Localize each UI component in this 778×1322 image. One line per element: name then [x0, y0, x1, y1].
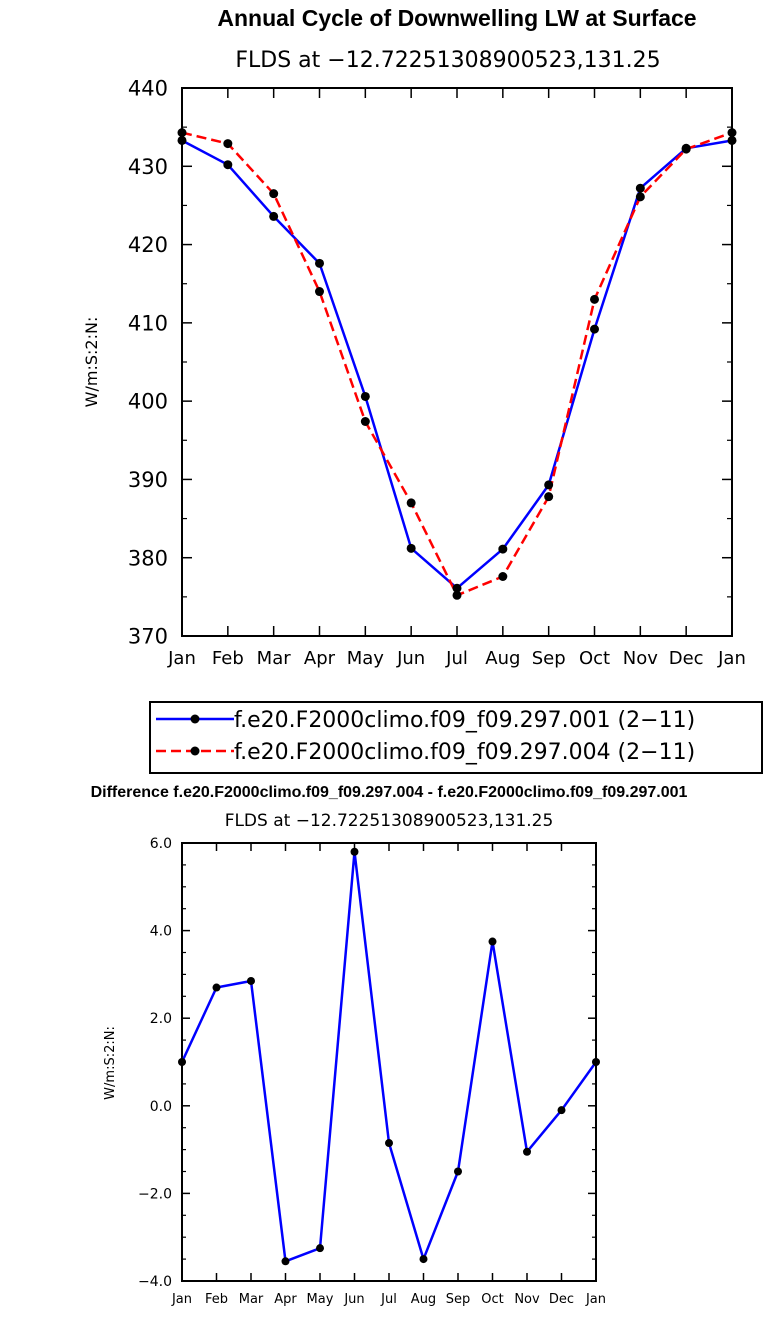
chart1-subtitle: FLDS at −12.72251308900523,131.25: [235, 48, 660, 73]
chart1-series2-point: [635, 192, 645, 202]
chart1-series1-point: [727, 135, 737, 145]
chart1-series2-point: [406, 498, 416, 508]
chart1-series2-point: [498, 572, 508, 582]
chart1-series2-line: [181, 131, 733, 597]
chart2-xtick-label: Mar: [239, 1292, 264, 1307]
chart2-xtick-label: May: [307, 1292, 334, 1307]
chart2-series1-point: [316, 1244, 324, 1253]
chart2-subtitle: FLDS at −12.72251308900523,131.25: [225, 811, 554, 831]
chart1-xtick-label: Sep: [532, 648, 566, 669]
chart1-ytick-label: 420: [128, 233, 168, 257]
chart1-series1-point: [177, 135, 187, 145]
chart1-xtick-label: Nov: [623, 648, 658, 669]
chart2-xtick-label: Jul: [380, 1292, 397, 1307]
chart1-series1-point: [544, 480, 554, 490]
chart2-series1-point: [592, 1058, 600, 1066]
chart1-xtick-label: Jan: [717, 648, 746, 669]
chart1-ytick-label: 400: [128, 390, 168, 414]
chart1-xtick-label: Jul: [445, 648, 468, 669]
chart2-plot: Jan Feb Mar Apr May Jun Jul Aug Sep Oct Nov Dec Jan −…: [138, 836, 606, 1307]
chart1-series1-point: [406, 543, 416, 553]
chart1-series2-point: [544, 492, 554, 502]
legend-label-series2: f.e20.F2000climo.f09_f09.297.004 (2−11): [234, 740, 695, 765]
chart2-series1-point: [557, 1106, 566, 1115]
chart1-ytick-label: 370: [128, 625, 168, 649]
chart1-ytick-label: 380: [128, 546, 168, 570]
chart2-series1-line: [180, 850, 598, 1263]
chart1-xtick-label: May: [347, 648, 385, 669]
chart1-series1-point: [635, 183, 645, 193]
chart1-xtick-label: Apr: [304, 648, 336, 669]
chart2-ytick-label: −4.0: [138, 1274, 172, 1290]
chart1-series1-point: [269, 211, 279, 221]
chart2-series1-point: [419, 1255, 428, 1264]
chart1-series2-point: [590, 294, 599, 304]
chart2-series1-point: [454, 1167, 462, 1176]
chart2-series1-point: [178, 1058, 186, 1066]
chart2-xtick-label: Nov: [514, 1292, 540, 1307]
chart1-series2-point: [681, 144, 691, 154]
chart2-title: Difference f.e20.F2000climo.f09_f09.297.…: [91, 784, 688, 801]
chart1-xtick-label: Feb: [212, 648, 244, 669]
legend-label-series1: f.e20.F2000climo.f09_f09.297.001 (2−11): [234, 708, 695, 733]
chart1-xtick-label: Jan: [167, 648, 196, 669]
legend-marker-series1: [190, 714, 200, 724]
chart1-series2-point: [452, 590, 462, 600]
chart1-ytick-label: 390: [128, 468, 168, 492]
chart1-xtick-label: Dec: [669, 648, 704, 669]
chart1-series2-point: [727, 128, 737, 138]
chart1-series1-point: [498, 544, 508, 554]
chart1-series2-point: [315, 287, 324, 297]
chart2-ytick-label: 4.0: [150, 924, 172, 940]
legend-box: [149, 701, 763, 774]
chart2-frame: [181, 842, 597, 1282]
chart1-xtick-label: Jun: [396, 648, 425, 669]
chart1-xtick-label: Mar: [257, 648, 292, 669]
chart1-title: Annual Cycle of Downwelling LW at Surfac…: [217, 5, 696, 31]
chart1-ylabel: W/m:S:2:N:: [82, 317, 101, 408]
chart2-xtick-label: Jan: [171, 1292, 192, 1307]
chart2-ylabel: W/m:S:2:N:: [103, 1026, 118, 1100]
chart2-series1-point: [488, 937, 497, 946]
chart1-series2-point: [360, 416, 370, 426]
chart1-series1-line: [181, 139, 733, 590]
chart2-series1-point: [281, 1257, 290, 1266]
chart1-series1-point: [590, 324, 599, 334]
chart1-ytick-label: 410: [128, 311, 168, 335]
chart2-xtick-label: Sep: [446, 1292, 471, 1307]
chart2-xtick-label: Jan: [585, 1292, 606, 1307]
chart2-series1-point: [523, 1147, 531, 1156]
chart1-plot: Jan Feb Mar Apr May Jun Jul Aug Sep Oct Nov Dec Jan3…: [128, 77, 746, 669]
chart1-series1-point: [360, 391, 370, 401]
chart1-frame: [181, 87, 733, 637]
chart2-ytick-label: 2.0: [150, 1011, 172, 1027]
chart1-ytick-label: 430: [128, 155, 168, 179]
chart1-ytick-label: 440: [128, 77, 168, 101]
chart2-series1-point: [212, 983, 221, 992]
chart2-xtick-label: Aug: [411, 1292, 436, 1307]
chart2-xtick-label: Dec: [549, 1292, 574, 1307]
chart2-xtick-label: Feb: [205, 1292, 228, 1307]
legend: f.e20.F2000climo.f09_f09.297.001 (2−11) …: [149, 701, 763, 774]
chart1-series1-point: [452, 583, 462, 593]
chart1-series2-point: [269, 189, 279, 199]
chart2-ytick-label: 0.0: [150, 1099, 172, 1115]
chart1-series1-point: [315, 258, 324, 268]
chart1-series1-point: [223, 160, 233, 170]
chart2-xtick-label: Jun: [343, 1292, 364, 1307]
legend-marker-series2: [190, 746, 200, 756]
chart1-xtick-label: Oct: [579, 648, 610, 669]
chart2-xtick-label: Oct: [481, 1292, 503, 1307]
chart2-series1-point: [350, 847, 359, 856]
chart1-xtick-label: Aug: [485, 648, 520, 669]
chart2-ytick-label: 6.0: [150, 836, 172, 852]
chart2-ytick-label: −2.0: [138, 1186, 172, 1202]
chart1-series2-point: [223, 139, 233, 149]
chart2-series1-point: [247, 976, 255, 985]
chart1-series2-point: [177, 128, 187, 138]
chart2-series1-point: [385, 1139, 393, 1148]
chart2-xtick-label: Apr: [274, 1292, 297, 1307]
